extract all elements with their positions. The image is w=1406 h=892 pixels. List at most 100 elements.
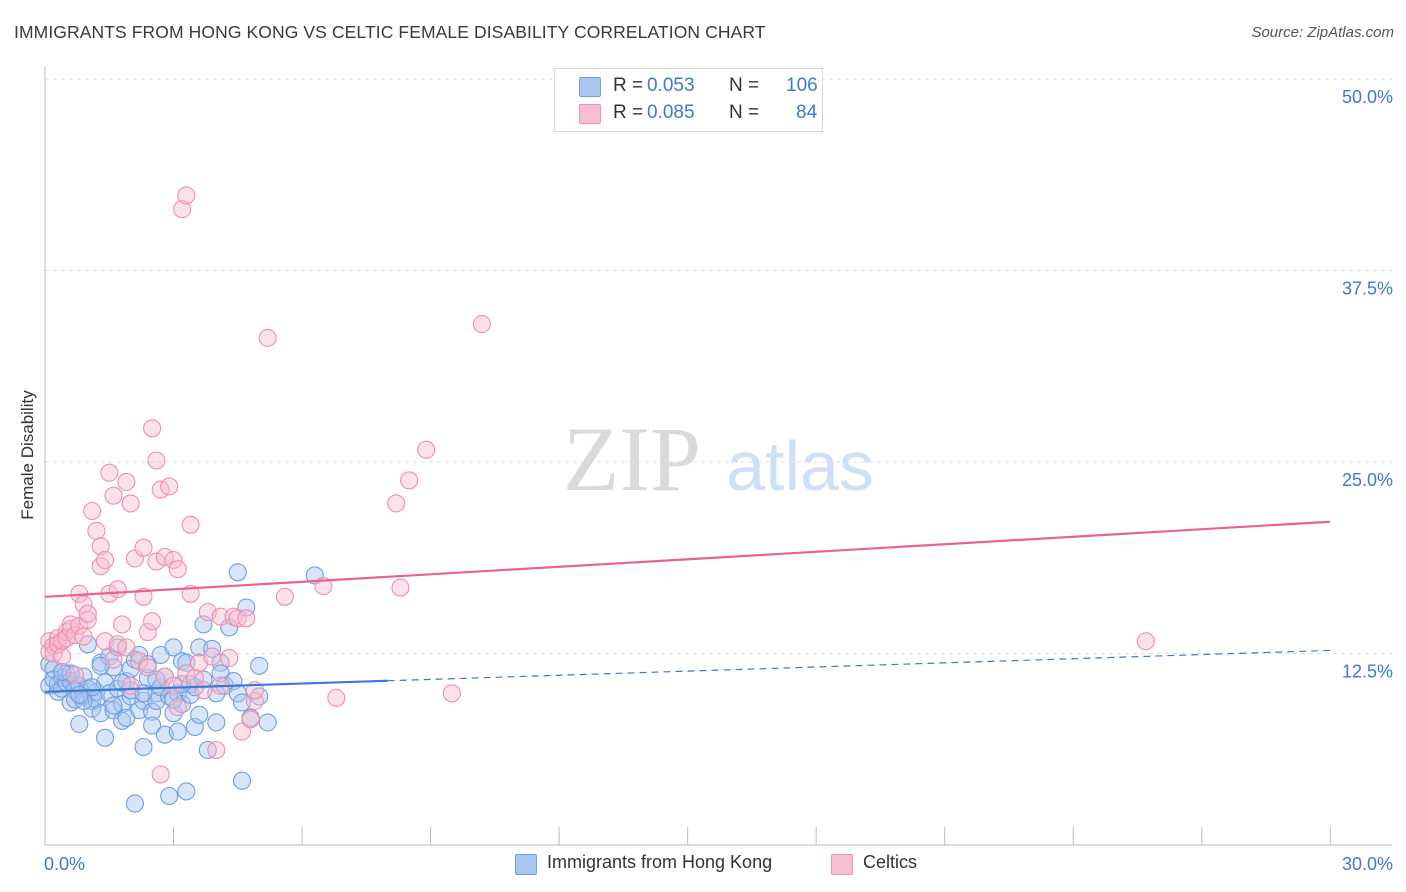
point-celtics (100, 463, 119, 482)
y-tick-label: 25.0% (1342, 470, 1393, 490)
point-celtics (83, 501, 102, 521)
point-hong-kong (203, 639, 222, 658)
point-hong-kong (190, 638, 209, 657)
point-celtics (203, 647, 222, 666)
point-celtics (117, 638, 136, 657)
legend-swatch-celtics (831, 854, 853, 875)
point-hong-kong (250, 656, 269, 675)
point-celtics (164, 676, 183, 695)
chart-title: IMMIGRANTS FROM HONG KONG VS CELTIC FEMA… (14, 22, 766, 42)
point-celtics (95, 550, 115, 570)
point-celtics (108, 580, 127, 599)
point-celtics (78, 604, 97, 623)
point-celtics (275, 587, 294, 606)
legend-r-label: R = (613, 102, 644, 123)
point-celtics (117, 472, 136, 491)
point-hong-kong (168, 722, 187, 741)
point-celtics (151, 765, 170, 784)
legend-r-label: R = (613, 75, 644, 96)
watermark-atlas: atlas (726, 427, 874, 505)
point-celtics (87, 521, 106, 540)
point-celtics (442, 684, 461, 703)
watermark: ZIP atlas (563, 408, 874, 510)
tick-labels: 12.5% 25.0% 37.5% 50.0% 0.0% 30.0% (44, 87, 1393, 874)
point-hong-kong (190, 705, 209, 724)
point-celtics (138, 623, 157, 642)
point-hong-kong (70, 685, 89, 704)
point-hong-kong (104, 696, 123, 715)
trend-lines (44, 520, 1331, 693)
point-celtics (1136, 632, 1155, 651)
point-hong-kong (130, 701, 149, 720)
point-celtics (387, 494, 406, 513)
legend-label-celtics: Celtics (863, 852, 918, 872)
gridlines (45, 78, 1392, 654)
point-celtics (147, 451, 166, 470)
point-hong-kong (143, 716, 162, 735)
point-celtics (194, 681, 213, 700)
x-tick-label: 0.0% (44, 854, 85, 874)
point-celtics (400, 471, 419, 490)
point-celtics (134, 587, 153, 606)
point-celtics (113, 615, 132, 634)
x-tick-label: 30.0% (1342, 854, 1393, 874)
point-celtics (104, 650, 123, 669)
point-celtics (65, 665, 85, 684)
point-celtics (472, 315, 491, 334)
point-celtics (177, 664, 196, 683)
point-celtics (241, 710, 260, 729)
point-celtics (173, 200, 192, 219)
source-label: Source: ZipAtlas.com (1251, 24, 1394, 41)
point-celtics (391, 578, 410, 597)
point-celtics (143, 419, 162, 438)
point-hong-kong (70, 714, 89, 734)
point-celtics (91, 537, 110, 556)
point-hong-kong (232, 771, 252, 790)
axes (44, 67, 1392, 846)
point-celtics (237, 609, 256, 628)
trend-line-hong-kong-extension (387, 649, 1331, 682)
point-celtics (258, 328, 277, 347)
point-celtics (181, 515, 200, 534)
point-celtics (232, 722, 252, 741)
y-tick-label: 50.0% (1342, 87, 1393, 107)
point-hong-kong (228, 563, 247, 582)
point-celtics (143, 612, 162, 631)
point-celtics (164, 550, 183, 570)
point-celtics (104, 486, 123, 505)
legend-n-label: N = (729, 75, 760, 96)
y-tick-label: 12.5% (1342, 662, 1393, 682)
point-hong-kong (160, 786, 179, 806)
point-celtics (245, 691, 264, 711)
point-celtics (121, 494, 140, 513)
point-hong-kong (125, 794, 144, 813)
point-hong-kong (258, 713, 277, 732)
point-celtics (168, 698, 187, 717)
point-hong-kong (164, 638, 183, 657)
legend-swatch-hong-kong (579, 77, 601, 97)
point-celtics (207, 740, 226, 760)
point-hong-kong (207, 713, 226, 732)
point-hong-kong (143, 702, 162, 721)
legend-n-value: 106 (786, 75, 818, 96)
point-celtics (177, 186, 196, 205)
point-celtics (327, 688, 346, 707)
trend-line-celtics (44, 520, 1331, 598)
legend-n-label: N = (729, 102, 760, 123)
point-celtics (134, 538, 153, 557)
point-hong-kong (177, 782, 196, 801)
stats-legend: R = 0.053 N = 106 R = 0.085 N = 84 (554, 68, 823, 132)
point-celtics (121, 676, 140, 695)
point-celtics (74, 627, 93, 646)
legend-swatch-hong-kong (515, 854, 537, 875)
point-celtics (168, 560, 187, 579)
point-celtics (160, 477, 179, 496)
y-tick-label: 37.5% (1342, 279, 1393, 299)
point-hong-kong (134, 737, 153, 757)
legend-r-value: 0.053 (647, 75, 695, 96)
point-celtics (53, 647, 72, 666)
legend-label-hong-kong: Immigrants from Hong Kong (547, 852, 773, 872)
legend-r-value: 0.085 (647, 102, 695, 123)
series-celtics-points (40, 186, 1155, 784)
